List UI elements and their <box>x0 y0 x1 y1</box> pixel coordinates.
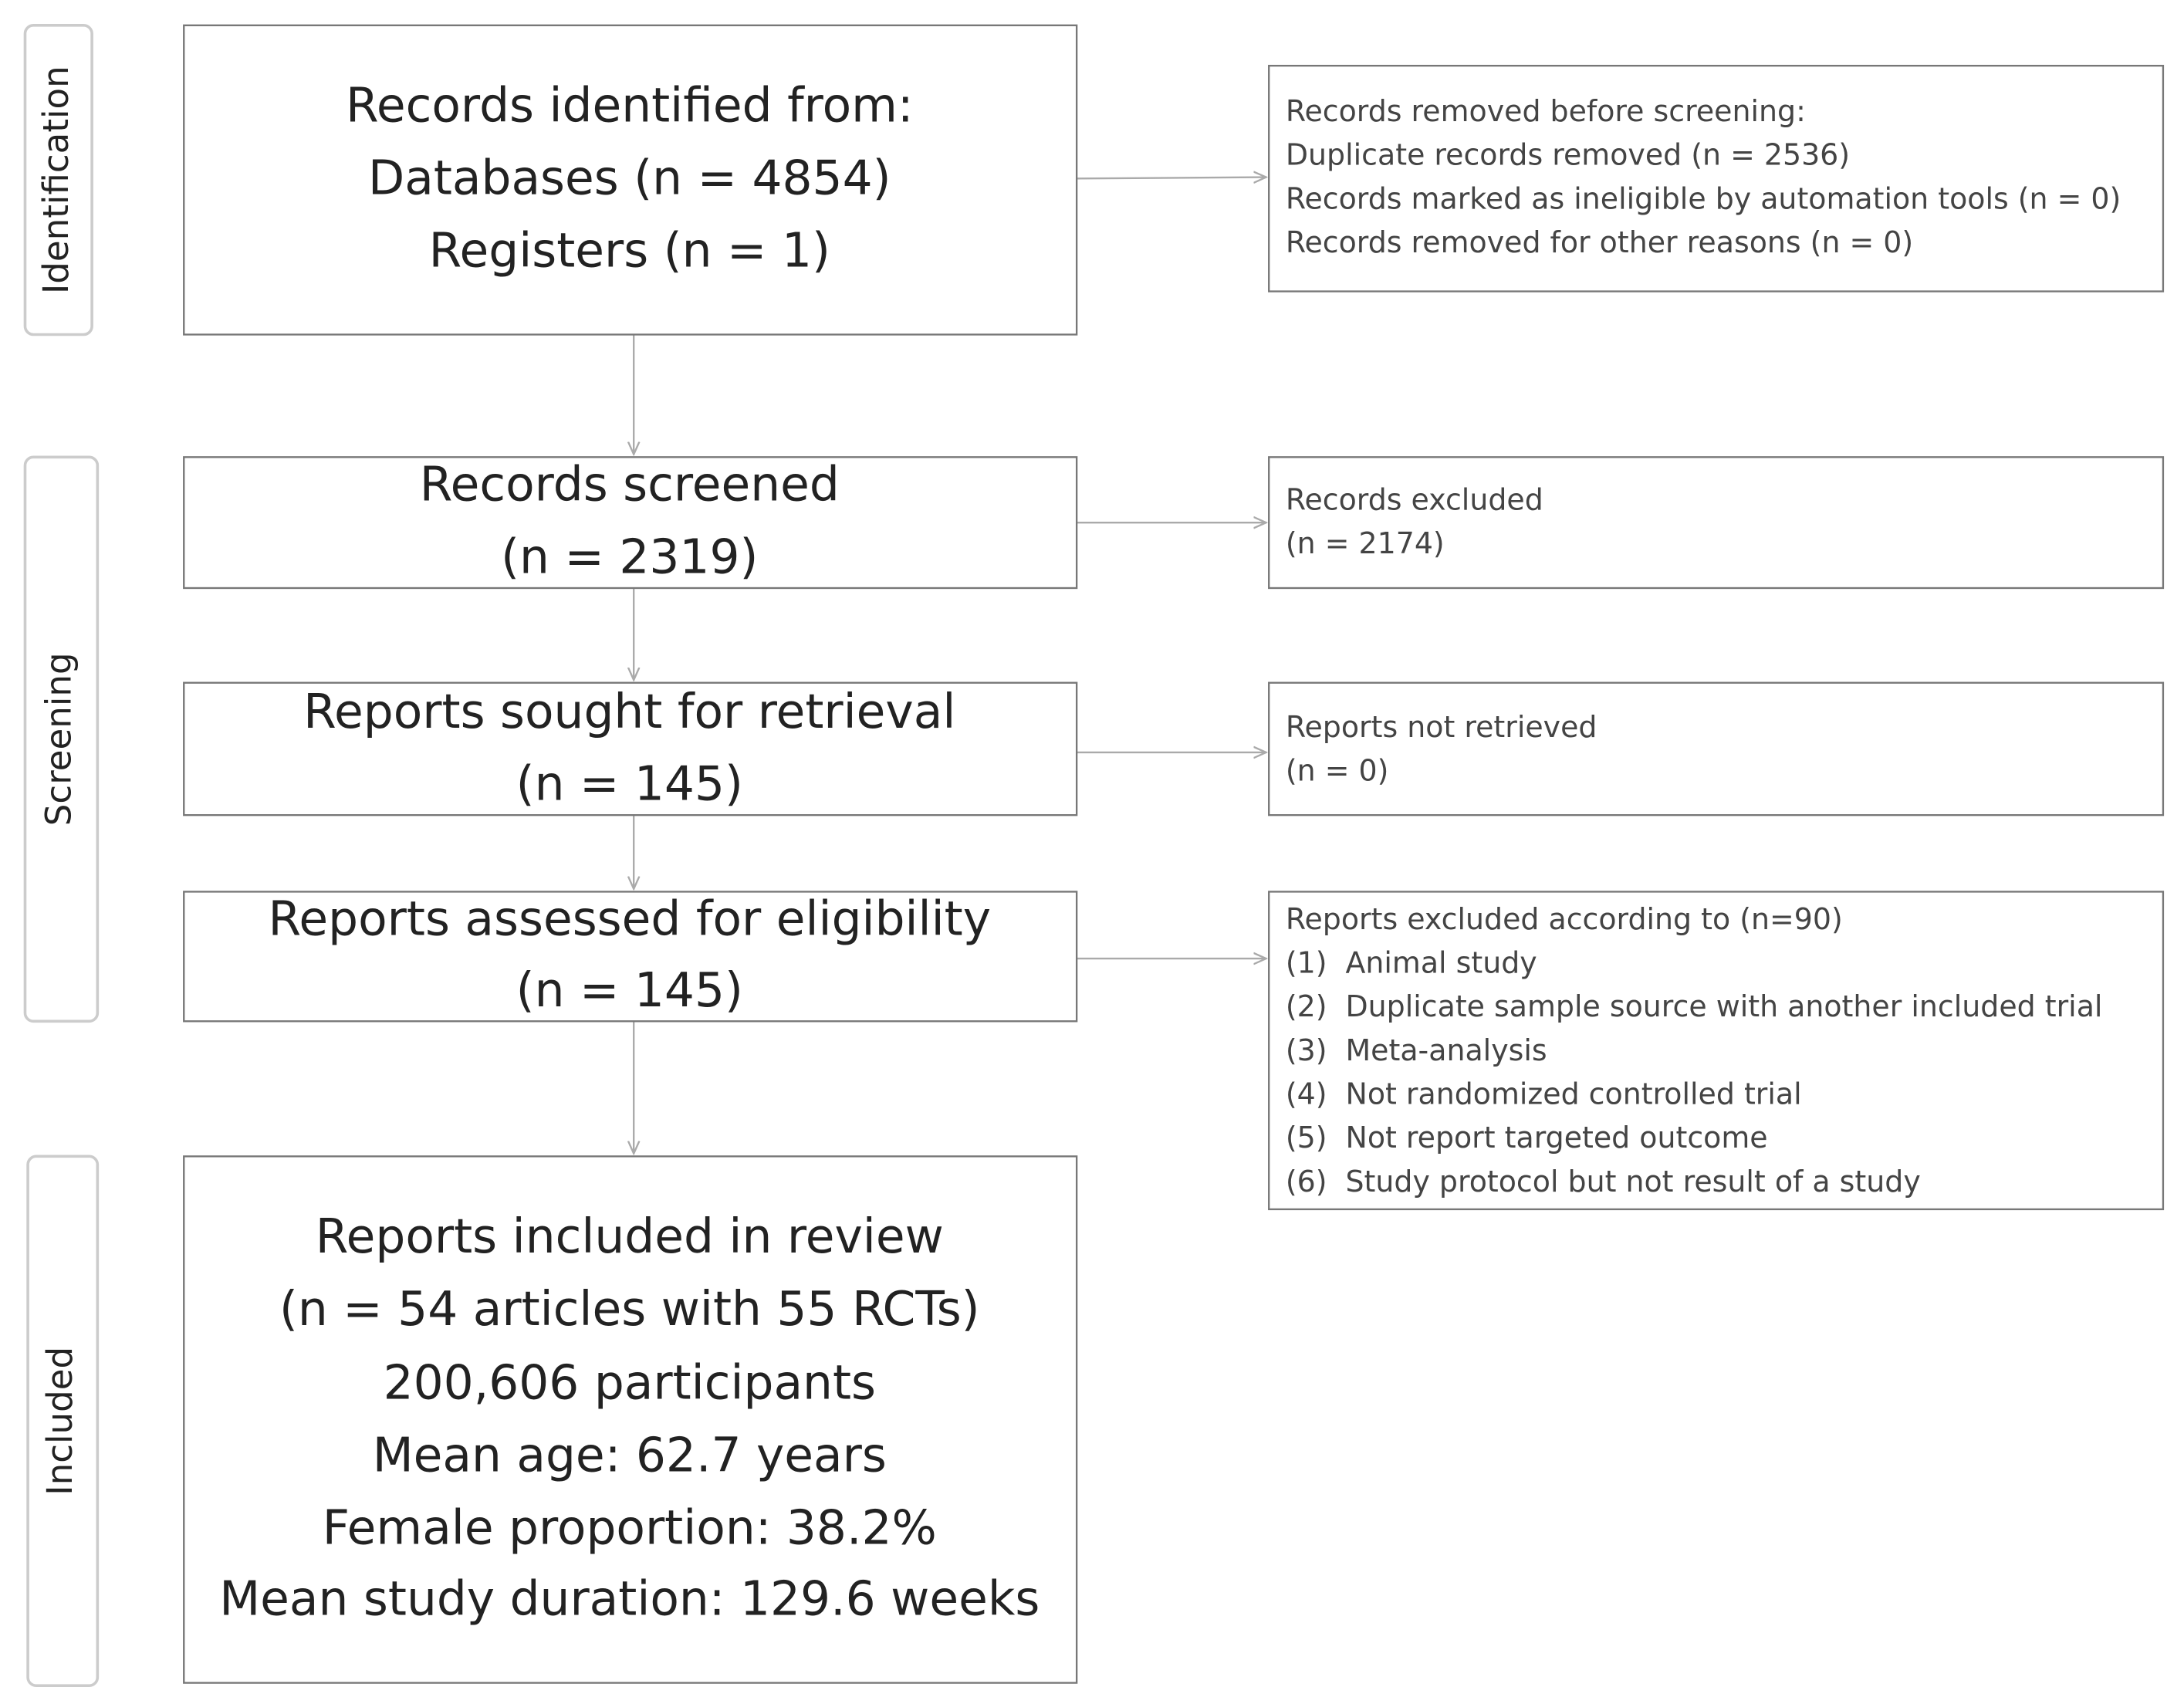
side-box-text: Duplicate records removed (n = 2536) <box>1286 138 1850 172</box>
phase-label: Screening <box>38 652 79 826</box>
phase-label: Identification <box>35 66 76 294</box>
list-marker: (1) <box>1286 946 1327 980</box>
main-box-text: Databases (n = 4854) <box>368 151 891 206</box>
main-box <box>183 891 1078 1023</box>
list-item: Animal study <box>1345 946 1537 980</box>
side-box <box>1268 456 2165 590</box>
main-box-text: Reports included in review <box>316 1209 944 1264</box>
main-box-text: Records screened <box>420 458 840 512</box>
main-box <box>183 1155 1078 1684</box>
main-box-text: (n = 145) <box>516 757 743 812</box>
side-box-text: (n = 2174) <box>1286 526 1445 560</box>
main-box <box>183 24 1078 336</box>
main-box-text: Registers (n = 1) <box>429 223 830 278</box>
list-marker: (3) <box>1286 1033 1327 1067</box>
side-box <box>1268 891 2165 1211</box>
main-box-text: Mean study duration: 129.6 weeks <box>219 1572 1040 1627</box>
main-box-text: Reports sought for retrieval <box>303 685 955 739</box>
side-box-text: Reports excluded according to (n=90) <box>1286 902 1843 936</box>
list-item: Study protocol but not result of a study <box>1345 1165 1920 1199</box>
main-box-text: Female proportion: 38.2% <box>323 1500 937 1555</box>
main-box <box>183 681 1078 816</box>
list-item: Not report targeted outcome <box>1345 1121 1767 1155</box>
arrow <box>1077 178 1266 179</box>
phase-box <box>26 1155 100 1688</box>
side-box-text: (n = 0) <box>1286 753 1389 787</box>
list-item: Not randomized controlled trial <box>1345 1077 1801 1111</box>
list-marker: (4) <box>1286 1077 1327 1111</box>
main-box-text: (n = 54 articles with 55 RCTs) <box>279 1282 980 1337</box>
side-box-text: Records excluded <box>1286 483 1543 517</box>
main-box-text: Mean age: 62.7 years <box>373 1428 887 1483</box>
main-box-text: (n = 2319) <box>501 529 758 584</box>
list-marker: (2) <box>1286 989 1327 1023</box>
main-box-text: (n = 145) <box>516 963 743 1018</box>
phase-label: Included <box>39 1347 80 1496</box>
side-box-text: Reports not retrieved <box>1286 710 1597 744</box>
side-box-text: Records removed before screening: <box>1286 94 1806 128</box>
main-box-text: Records identified from: <box>346 79 914 134</box>
phase-box <box>23 455 100 1023</box>
side-box-text: Records removed for other reasons (n = 0… <box>1286 225 1913 259</box>
list-item: Duplicate sample source with another inc… <box>1345 989 2102 1023</box>
phase-box <box>23 24 93 336</box>
side-box <box>1268 64 2165 292</box>
side-box <box>1268 681 2165 816</box>
main-box-text: Reports assessed for eligibility <box>269 892 991 947</box>
main-box-text: 200,606 participants <box>384 1356 876 1411</box>
list-item: Meta-analysis <box>1345 1033 1547 1067</box>
main-box <box>183 456 1078 590</box>
list-marker: (5) <box>1286 1121 1327 1155</box>
side-box-text: Records marked as ineligible by automati… <box>1286 181 2121 215</box>
list-marker: (6) <box>1286 1165 1327 1199</box>
